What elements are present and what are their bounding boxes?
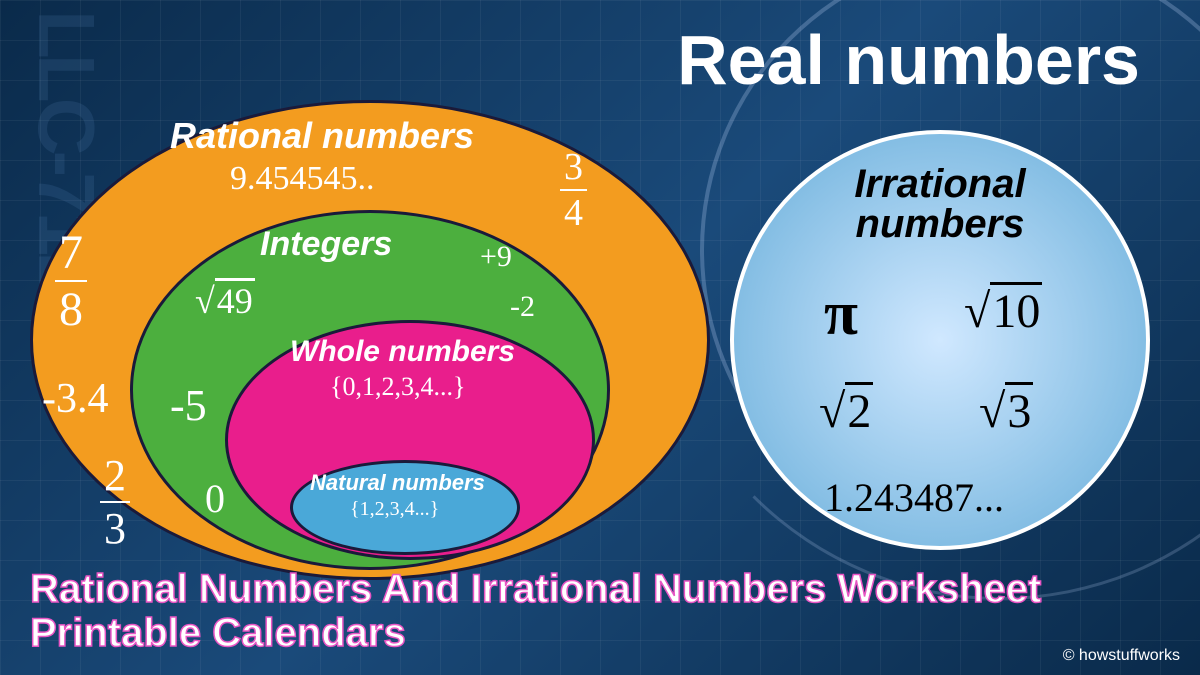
integers-label: Integers xyxy=(260,225,392,264)
integer-ex-plus9: +9 xyxy=(480,240,512,274)
whole-set-notation: {0,1,2,3,4...} xyxy=(330,372,465,402)
rational-label: Rational numbers xyxy=(170,115,474,157)
natural-set-notation: {1,2,3,4...} xyxy=(350,498,439,521)
rational-ex-neg34: -3.4 xyxy=(42,375,109,423)
page-caption: Rational Numbers And Irrational Numbers … xyxy=(30,567,1200,655)
integer-ex-sqrt49: √49 xyxy=(195,280,255,322)
irrational-label: Irrationalnumbers xyxy=(734,164,1146,244)
rational-ex-7-8: 78 xyxy=(55,225,87,337)
irrational-ex-decimal: 1.243487... xyxy=(824,474,1004,521)
irrational-ex-pi: π xyxy=(824,279,858,350)
rational-ex-2-3: 23 xyxy=(100,450,130,554)
copyright-text: © howstuffworks xyxy=(1063,647,1180,665)
natural-label: Natural numbers xyxy=(310,470,485,496)
irrational-set-circle: Irrationalnumbers π √10 √2 √3 1.243487..… xyxy=(730,130,1150,550)
main-title: Real numbers xyxy=(677,20,1140,100)
integer-ex-neg5: -5 xyxy=(170,380,207,431)
whole-label: Whole numbers xyxy=(290,335,515,369)
integer-ex-zero: 0 xyxy=(205,475,225,522)
irrational-ex-sqrt2: √2 xyxy=(819,384,873,439)
integer-ex-neg2: -2 xyxy=(510,290,535,324)
irrational-ex-sqrt10: √10 xyxy=(964,284,1042,339)
rational-ex-repeating: 9.454545.. xyxy=(230,160,375,198)
irrational-ex-sqrt3: √3 xyxy=(979,384,1033,439)
rational-ex-3-4: 34 xyxy=(560,145,587,235)
